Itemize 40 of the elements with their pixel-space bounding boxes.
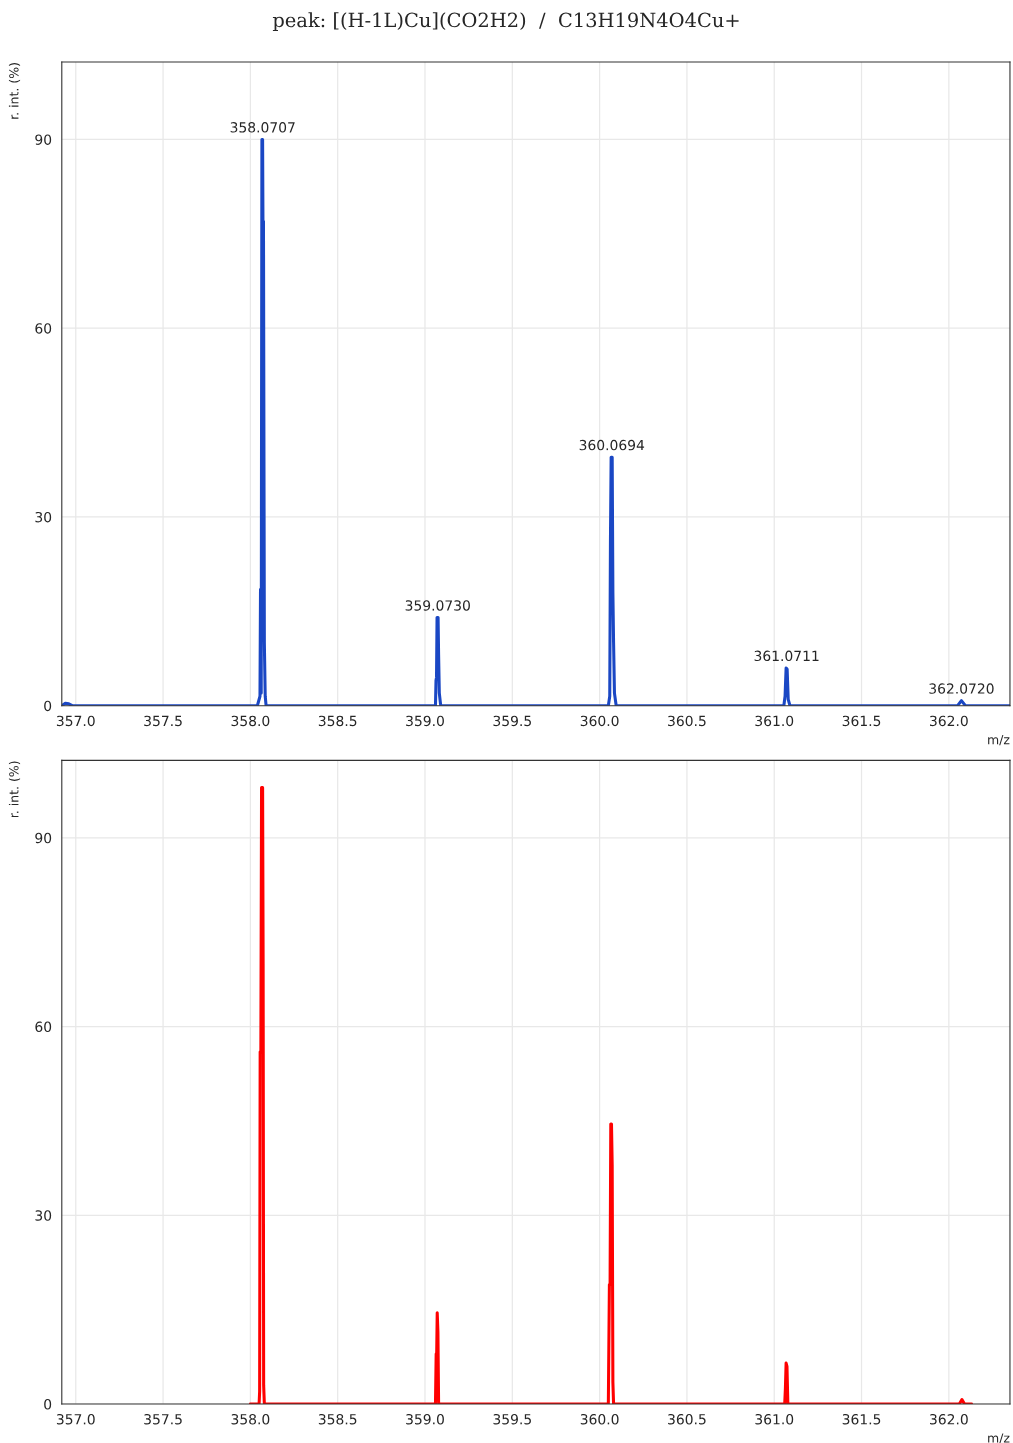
y-tick-label: 90 — [35, 134, 52, 145]
annotation: 358.0707 — [230, 122, 295, 133]
x-axis-title: m/z — [988, 735, 1010, 746]
chart-title: peak: [(H-1L)Cu](CO2H2) / C13H19N4O4Cu+ — [272, 12, 739, 32]
x-tick-label: 359.5 — [493, 715, 531, 727]
x-tick-label: 361.5 — [842, 1414, 881, 1425]
y-tick-label: 0 — [44, 700, 52, 712]
annotation: 359.0730 — [405, 600, 470, 611]
annotation: 360.0694 — [579, 439, 645, 451]
x-axis-title: m/z — [988, 1433, 1010, 1443]
y-tick-label: 0 — [44, 1399, 52, 1410]
x-tick-label: 360.5 — [668, 715, 706, 727]
x-tick-label: 358.0 — [231, 715, 270, 727]
x-tick-label: 359.0 — [406, 715, 444, 727]
x-tick-label: 362.0 — [930, 715, 968, 727]
y-axis-title: r. int. (%) — [8, 63, 21, 119]
x-tick-label: 357.0 — [56, 1414, 95, 1425]
x-tick-label: 361.0 — [755, 1414, 794, 1425]
annotation: 362.0720 — [929, 683, 994, 694]
y-tick-label: 60 — [35, 1021, 52, 1033]
y-axis-title: r. int. (%) — [8, 761, 21, 818]
x-tick-label: 361.0 — [755, 715, 794, 727]
x-tick-label: 362.0 — [930, 1414, 968, 1425]
x-tick-label: 358.0 — [231, 1414, 270, 1425]
x-tick-label: 357.5 — [144, 1414, 182, 1425]
x-tick-label: 361.5 — [842, 715, 881, 727]
x-tick-label: 359.5 — [493, 1414, 531, 1425]
x-tick-label: 359.0 — [406, 1414, 444, 1425]
x-tick-label: 360.0 — [580, 715, 619, 727]
x-tick-label: 357.5 — [144, 715, 182, 727]
x-tick-label: 360.0 — [580, 1414, 619, 1425]
x-tick-label: 357.0 — [56, 715, 95, 727]
x-tick-label: 358.5 — [318, 1414, 357, 1425]
x-tick-label: 360.5 — [668, 1414, 706, 1425]
y-tick-label: 60 — [35, 323, 52, 334]
annotation: 361.0711 — [754, 650, 819, 662]
y-tick-label: 30 — [35, 511, 52, 523]
y-tick-label: 90 — [35, 832, 52, 844]
y-tick-label: 30 — [35, 1210, 52, 1221]
x-tick-label: 358.5 — [318, 715, 357, 727]
